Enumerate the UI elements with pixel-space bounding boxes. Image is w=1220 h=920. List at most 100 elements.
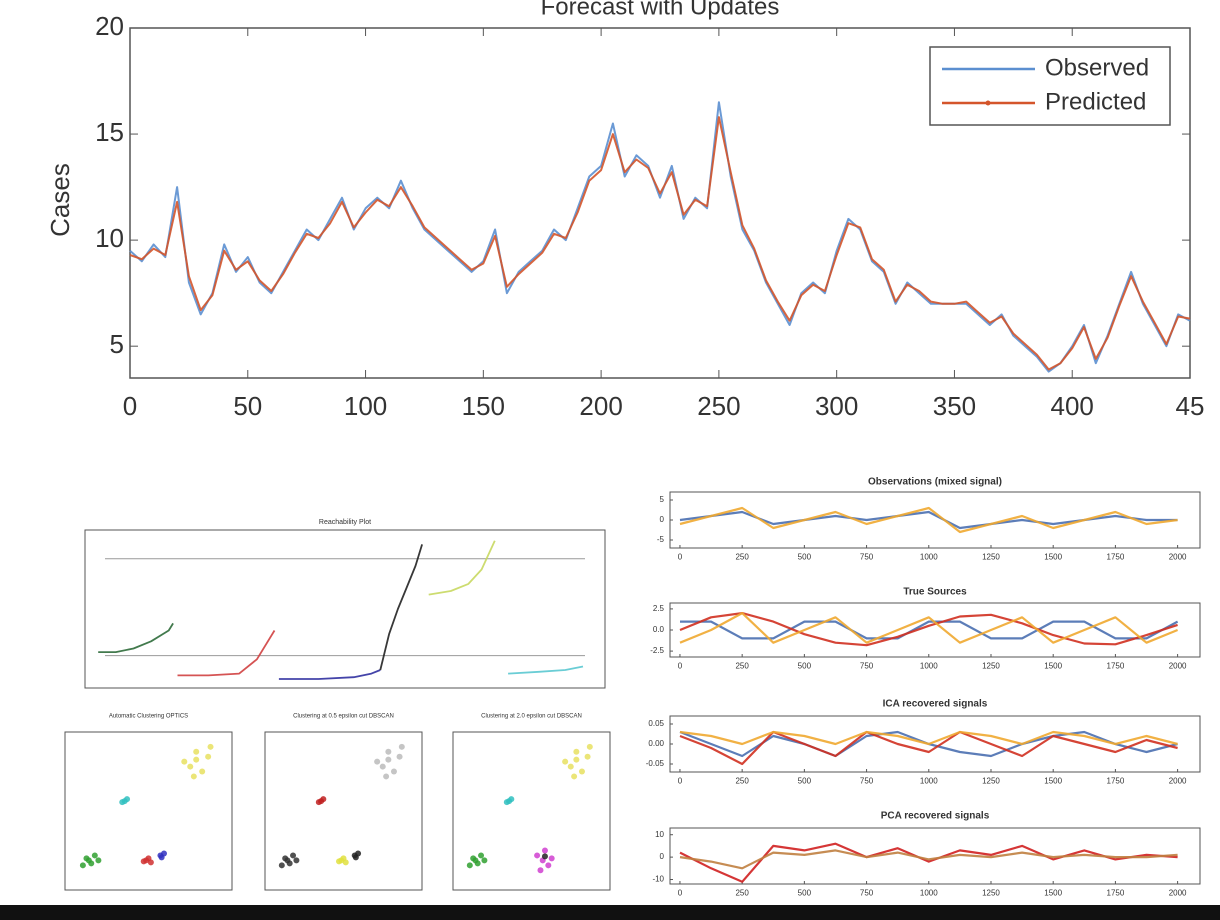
series-line — [679, 612, 1178, 647]
y-tick-label: -10 — [652, 875, 664, 884]
x-tick-label: 0 — [678, 661, 683, 670]
chart-title: Clustering at 2.0 epsilon cut DBSCAN — [481, 714, 582, 720]
x-tick-label: 500 — [798, 888, 812, 897]
x-tick-label: 500 — [798, 776, 812, 785]
scatter-point — [290, 852, 297, 859]
scatter-point — [385, 748, 392, 755]
chart-title: Reachability Plot — [319, 519, 371, 526]
y-tick-label: 0.05 — [648, 719, 664, 728]
x-tick-label: 2000 — [1169, 552, 1187, 561]
y-tick-label: -0.05 — [646, 759, 665, 768]
x-tick-label: 2000 — [1169, 776, 1187, 785]
scatter-point — [320, 796, 327, 803]
series-line — [428, 540, 496, 596]
scatter-point — [537, 867, 544, 874]
scatter-point — [374, 758, 381, 765]
y-tick-label: 10 — [655, 830, 664, 839]
scatter-point — [83, 855, 90, 862]
x-tick-label: 1250 — [982, 776, 1000, 785]
scatter-point — [181, 758, 188, 765]
scatter-point — [88, 860, 95, 867]
scatter-point — [541, 847, 548, 854]
y-tick-label: 0.0 — [653, 625, 665, 634]
scatter-point — [193, 748, 200, 755]
y-tick-label: 0.00 — [648, 739, 664, 748]
scatter-point — [571, 773, 578, 780]
y-tick-label: 2.5 — [653, 604, 665, 613]
x-tick-label: 0 — [678, 552, 683, 561]
x-tick-label: 250 — [735, 776, 749, 785]
scatter-point — [398, 743, 405, 750]
scatter-point — [207, 743, 214, 750]
x-tick-label: 150 — [462, 391, 505, 421]
scatter-point — [385, 756, 392, 763]
scatter-point — [315, 799, 322, 806]
series-line — [679, 849, 1178, 870]
x-tick-label: 1750 — [1107, 888, 1125, 897]
x-tick-label: 100 — [344, 391, 387, 421]
x-tick-label: 1750 — [1107, 661, 1125, 670]
x-tick-label: 250 — [697, 391, 740, 421]
scatter-point — [193, 756, 200, 763]
chart-title: Observations (mixed signal) — [868, 477, 1002, 488]
scatter-point — [578, 768, 585, 775]
series-line — [679, 506, 1178, 534]
y-tick-label: 5 — [110, 329, 124, 359]
x-tick-label: 350 — [933, 391, 976, 421]
y-tick-label: -2.5 — [650, 646, 664, 655]
x-tick-label: 300 — [815, 391, 858, 421]
series-line — [679, 612, 1179, 644]
scatter-point — [91, 852, 98, 859]
y-tick-label: 10 — [95, 223, 124, 253]
scatter-point — [199, 768, 206, 775]
scatter-point — [286, 860, 293, 867]
scatter-point — [205, 753, 212, 760]
plot-frame — [84, 529, 606, 689]
scatter-point — [145, 855, 152, 862]
y-tick-label: 0 — [660, 515, 665, 524]
x-tick-label: 1000 — [920, 888, 938, 897]
x-tick-label: 45 — [1176, 391, 1205, 421]
x-tick-label: 1750 — [1107, 776, 1125, 785]
scatter-point — [586, 743, 593, 750]
series-line — [379, 544, 423, 671]
x-tick-label: 50 — [233, 391, 262, 421]
scatter-point — [140, 858, 147, 865]
x-tick-label: 1750 — [1107, 552, 1125, 561]
scatter-point — [190, 773, 197, 780]
plot-frame — [669, 602, 1201, 658]
x-tick-label: 1000 — [920, 552, 938, 561]
series-line — [177, 630, 276, 677]
x-tick-label: 750 — [860, 776, 874, 785]
scatter-point — [548, 855, 555, 862]
x-tick-label: 1250 — [982, 661, 1000, 670]
plot-frame — [669, 491, 1201, 549]
x-tick-label: 1250 — [982, 552, 1000, 561]
series-line — [129, 101, 1191, 373]
scatter-point — [573, 748, 580, 755]
scatter-point — [124, 796, 131, 803]
plot-frame — [669, 715, 1201, 773]
y-axis-label: Cases — [45, 163, 75, 237]
y-tick-label: 15 — [95, 117, 124, 147]
scatter-point — [584, 753, 591, 760]
legend-label: Observed — [1045, 54, 1149, 81]
x-tick-label: 1500 — [1044, 661, 1062, 670]
chart-title: PCA recovered signals — [881, 811, 990, 822]
scatter-point — [95, 857, 102, 864]
x-tick-label: 500 — [798, 661, 812, 670]
scatter-point — [481, 857, 488, 864]
legend-marker — [985, 100, 991, 106]
x-tick-label: 0 — [123, 391, 137, 421]
scatter-point — [352, 854, 359, 861]
scatter-point — [158, 854, 165, 861]
bottom-bar — [0, 905, 1220, 920]
series-line — [679, 730, 1178, 746]
y-tick-label: 0 — [660, 852, 665, 861]
series-line — [679, 730, 1178, 766]
scatter-point — [470, 855, 477, 862]
chart-title: Forecast with Updates — [541, 0, 780, 20]
scatter-point — [474, 860, 481, 867]
series-line — [508, 665, 584, 675]
